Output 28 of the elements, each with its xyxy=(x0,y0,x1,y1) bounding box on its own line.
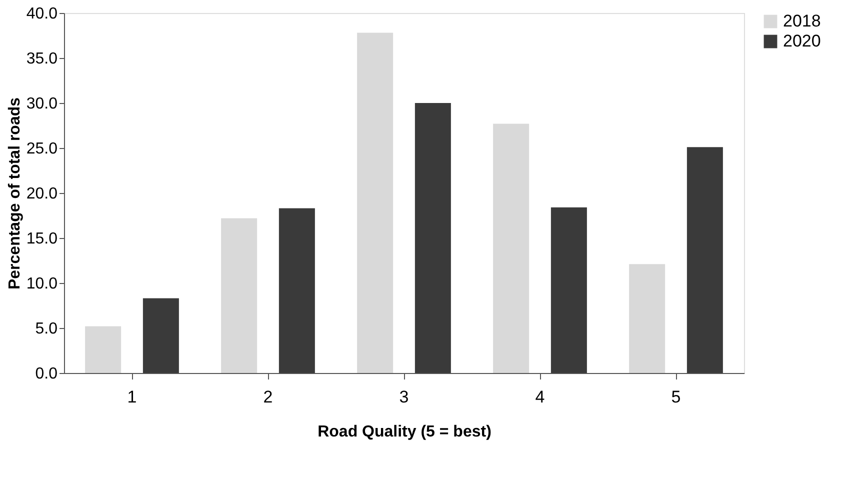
x-tick-label: 4 xyxy=(535,388,545,406)
bar xyxy=(85,326,122,373)
bar xyxy=(414,103,451,373)
bar xyxy=(221,218,258,373)
x-axis-title: Road Quality (5 = best) xyxy=(318,424,492,440)
y-tick-label: 0.0 xyxy=(35,366,58,382)
bar xyxy=(493,124,530,373)
y-tick-label: 25.0 xyxy=(26,140,58,158)
x-tick-label: 5 xyxy=(671,388,681,406)
x-tick-label: 3 xyxy=(399,388,409,406)
x-tick-label: 1 xyxy=(127,388,137,406)
x-tick-label: 2 xyxy=(263,388,273,406)
y-tick-label: 10.0 xyxy=(26,276,58,292)
legend-label: 2020 xyxy=(783,32,821,50)
bar xyxy=(629,264,666,373)
bar xyxy=(550,207,587,373)
legend-label: 2018 xyxy=(783,12,821,30)
bar xyxy=(278,208,315,373)
bar xyxy=(686,147,723,373)
y-tick-label: 40.0 xyxy=(26,6,58,22)
y-tick-label: 35.0 xyxy=(26,50,58,68)
bar xyxy=(142,298,179,373)
y-tick-label: 5.0 xyxy=(35,320,58,338)
y-tick-label: 20.0 xyxy=(26,186,58,202)
y-axis-title: Percentage of total roads xyxy=(6,97,24,290)
bar xyxy=(357,32,394,373)
y-tick-label: 15.0 xyxy=(26,230,58,248)
y-tick-label: 30.0 xyxy=(26,96,58,112)
